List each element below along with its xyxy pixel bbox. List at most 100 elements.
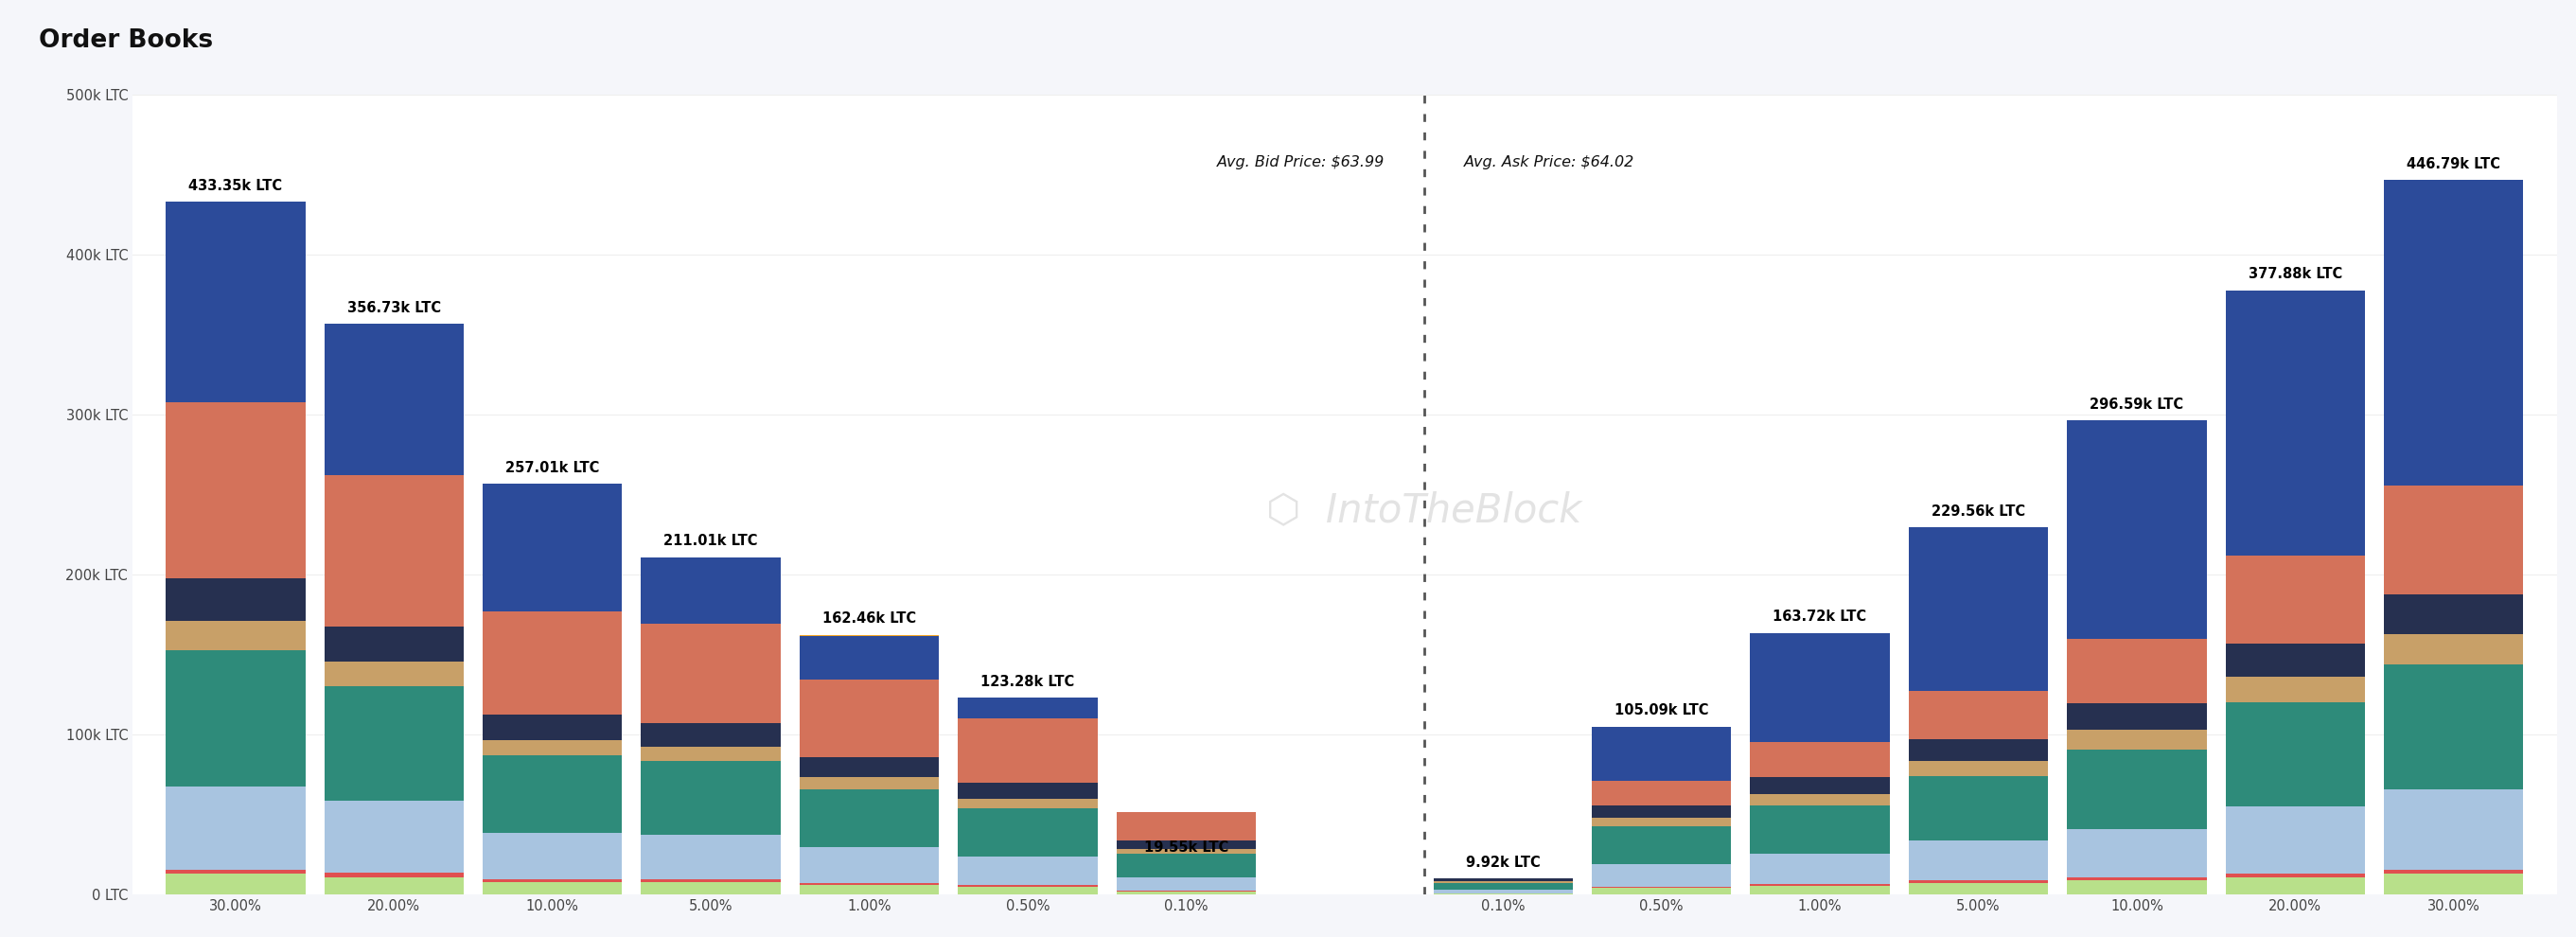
- Bar: [482, 833, 623, 879]
- Bar: [1115, 854, 1257, 878]
- Bar: [2383, 790, 2524, 870]
- Text: 296.59k LTC: 296.59k LTC: [2089, 397, 2184, 411]
- Bar: [1909, 528, 2048, 691]
- Bar: [1749, 777, 1891, 795]
- Bar: [958, 856, 1097, 885]
- Text: 162.46k LTC: 162.46k LTC: [822, 612, 917, 626]
- Bar: [2226, 873, 2365, 877]
- Bar: [958, 885, 1097, 886]
- Bar: [799, 789, 940, 847]
- Bar: [1115, 840, 1257, 849]
- Text: 9.92k LTC: 9.92k LTC: [1466, 855, 1540, 870]
- Bar: [1909, 881, 2048, 883]
- Bar: [2226, 290, 2365, 556]
- Bar: [482, 740, 623, 756]
- Bar: [482, 882, 623, 895]
- Bar: [1909, 883, 2048, 895]
- Text: 123.28k LTC: 123.28k LTC: [981, 675, 1074, 689]
- Bar: [641, 761, 781, 835]
- Bar: [1592, 781, 1731, 805]
- Bar: [325, 324, 464, 475]
- Bar: [325, 627, 464, 662]
- Bar: [482, 483, 623, 611]
- Bar: [482, 611, 623, 714]
- Bar: [325, 801, 464, 873]
- Bar: [482, 714, 623, 740]
- Bar: [1432, 879, 1574, 882]
- Bar: [2383, 874, 2524, 895]
- Bar: [2383, 485, 2524, 594]
- Text: 356.73k LTC: 356.73k LTC: [348, 301, 440, 315]
- Bar: [2383, 180, 2524, 485]
- Bar: [641, 558, 781, 623]
- Text: 105.09k LTC: 105.09k LTC: [1615, 704, 1708, 718]
- Bar: [165, 870, 304, 874]
- Bar: [1592, 886, 1731, 888]
- Text: 211.01k LTC: 211.01k LTC: [665, 534, 757, 548]
- Bar: [1432, 882, 1574, 883]
- Text: Order Books: Order Books: [39, 28, 214, 52]
- Text: 163.72k LTC: 163.72k LTC: [1772, 610, 1868, 624]
- Bar: [325, 877, 464, 895]
- Text: 229.56k LTC: 229.56k LTC: [1932, 504, 2025, 519]
- Bar: [799, 885, 940, 895]
- Text: 446.79k LTC: 446.79k LTC: [2406, 157, 2501, 171]
- Text: ⬡  IntoTheBlock: ⬡ IntoTheBlock: [1265, 491, 1582, 530]
- Bar: [2383, 870, 2524, 874]
- Bar: [2066, 880, 2208, 895]
- Bar: [1909, 761, 2048, 777]
- Bar: [1115, 878, 1257, 890]
- Bar: [165, 402, 304, 578]
- Bar: [1592, 818, 1731, 826]
- Bar: [1909, 691, 2048, 739]
- Bar: [958, 886, 1097, 895]
- Bar: [165, 578, 304, 621]
- Bar: [799, 847, 940, 883]
- Bar: [1592, 888, 1731, 895]
- Bar: [799, 634, 940, 636]
- Bar: [641, 623, 781, 722]
- Bar: [1592, 865, 1731, 886]
- Bar: [1909, 777, 2048, 840]
- Bar: [165, 201, 304, 402]
- Bar: [2066, 829, 2208, 877]
- Bar: [958, 809, 1097, 856]
- Bar: [958, 782, 1097, 798]
- Bar: [2066, 750, 2208, 829]
- Bar: [958, 719, 1097, 782]
- Bar: [2226, 877, 2365, 895]
- Bar: [641, 882, 781, 895]
- Bar: [2066, 877, 2208, 880]
- Text: 377.88k LTC: 377.88k LTC: [2249, 267, 2342, 281]
- Bar: [325, 662, 464, 686]
- Bar: [799, 636, 940, 679]
- Bar: [1115, 849, 1257, 854]
- Bar: [1749, 742, 1891, 777]
- Text: 19.55k LTC: 19.55k LTC: [1144, 840, 1229, 855]
- Bar: [2066, 703, 2208, 730]
- Bar: [1909, 840, 2048, 881]
- Bar: [1749, 806, 1891, 854]
- Bar: [958, 798, 1097, 809]
- Bar: [2383, 594, 2524, 634]
- Bar: [165, 621, 304, 650]
- Bar: [1115, 811, 1257, 840]
- Bar: [958, 697, 1097, 719]
- Text: Avg. Ask Price: $64.02: Avg. Ask Price: $64.02: [1463, 156, 1633, 170]
- Bar: [799, 777, 940, 789]
- Bar: [325, 686, 464, 801]
- Bar: [2226, 703, 2365, 807]
- Bar: [799, 883, 940, 885]
- Bar: [482, 756, 623, 833]
- Bar: [2226, 643, 2365, 677]
- Bar: [2066, 420, 2208, 639]
- Bar: [2226, 556, 2365, 643]
- Bar: [2066, 730, 2208, 750]
- Bar: [2226, 677, 2365, 703]
- Bar: [641, 880, 781, 882]
- Bar: [325, 873, 464, 877]
- Bar: [1115, 891, 1257, 895]
- Bar: [2383, 634, 2524, 664]
- Bar: [799, 679, 940, 757]
- Bar: [165, 786, 304, 870]
